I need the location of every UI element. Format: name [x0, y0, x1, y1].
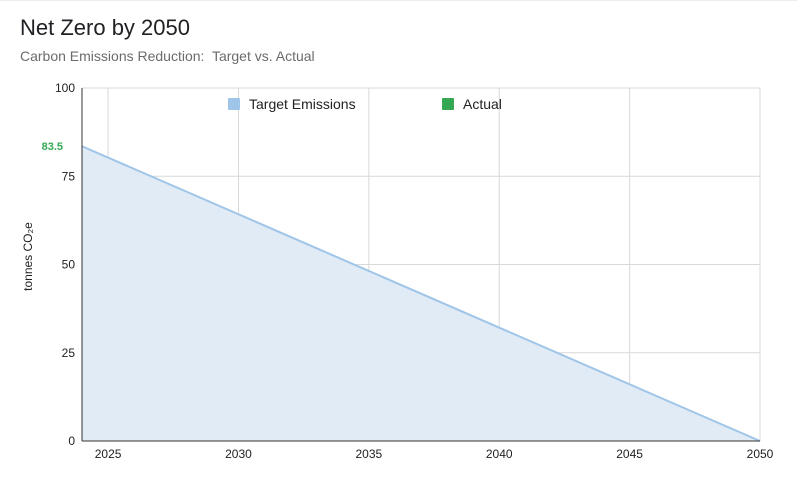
y-tick-label: 75: [62, 169, 76, 183]
y-axis-title: tonnes CO₂e: [21, 222, 35, 291]
x-tick-label: 2035: [355, 447, 382, 461]
x-tick-label: 2045: [616, 447, 643, 461]
series-layer: [81, 145, 761, 442]
tick-labels: 0 25 50 75 100 2025 2030 2035 2040 2045 2050 tonnes…: [21, 81, 774, 461]
legend-item-target-emissions[interactable]: Target Emissions: [228, 96, 356, 112]
x-tick-label: 2050: [747, 447, 774, 461]
axes: [81, 88, 760, 442]
start-value-label: 83.5: [42, 141, 63, 153]
legend-swatch: [228, 98, 240, 110]
y-tick-label: 25: [62, 346, 76, 360]
legend-swatch: [442, 98, 454, 110]
x-tick-label: 2040: [486, 447, 513, 461]
chart-subtitle: Carbon Emissions Reduction: Target vs. A…: [20, 48, 315, 64]
y-tick-label: 0: [68, 434, 75, 448]
y-tick-label: 50: [62, 258, 76, 272]
legend-item-actual[interactable]: Actual: [442, 96, 502, 112]
series-line-0: [81, 145, 761, 442]
y-tick-label: 100: [55, 81, 75, 95]
legend-label: Actual: [463, 96, 502, 112]
chart-title: Net Zero by 2050: [20, 15, 190, 40]
x-tick-label: 2025: [95, 447, 122, 461]
legend[interactable]: Target Emissions Actual: [228, 96, 502, 112]
annotations: 83.5: [42, 141, 63, 153]
legend-label: Target Emissions: [249, 96, 356, 112]
x-tick-label: 2030: [225, 447, 252, 461]
